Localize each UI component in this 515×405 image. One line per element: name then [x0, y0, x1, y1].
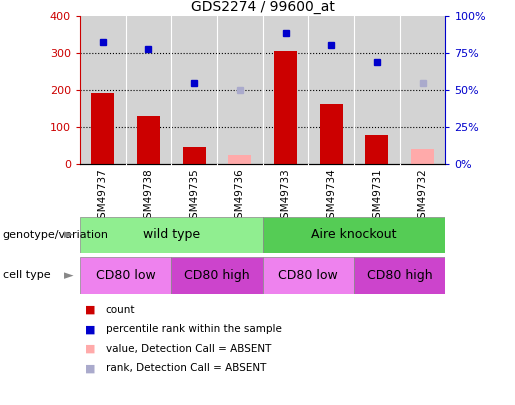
Text: ►: ► [64, 228, 73, 241]
Text: GSM49736: GSM49736 [235, 168, 245, 225]
Bar [228, 155, 251, 164]
Text: rank, Detection Call = ABSENT: rank, Detection Call = ABSENT [106, 363, 266, 373]
Text: ►: ► [64, 269, 73, 282]
Bar [171, 257, 263, 294]
Text: count: count [106, 305, 135, 315]
Text: cell type: cell type [3, 271, 50, 280]
Text: GSM49733: GSM49733 [281, 168, 290, 225]
Text: GSM49737: GSM49737 [98, 168, 108, 225]
Text: Aire knockout: Aire knockout [311, 228, 397, 241]
Text: CD80 low: CD80 low [279, 269, 338, 282]
Bar [411, 149, 434, 164]
Text: GSM49734: GSM49734 [326, 168, 336, 225]
Bar [354, 257, 445, 294]
Text: CD80 low: CD80 low [96, 269, 156, 282]
Text: GSM49732: GSM49732 [418, 168, 427, 225]
Text: CD80 high: CD80 high [184, 269, 250, 282]
Text: GSM49735: GSM49735 [189, 168, 199, 225]
Text: ■: ■ [85, 363, 95, 373]
Text: ■: ■ [85, 305, 95, 315]
Text: percentile rank within the sample: percentile rank within the sample [106, 324, 282, 334]
Bar [320, 104, 342, 164]
Text: ■: ■ [85, 324, 95, 334]
Text: genotype/variation: genotype/variation [3, 230, 109, 240]
Text: GSM49738: GSM49738 [143, 168, 153, 225]
Bar [366, 135, 388, 164]
Text: CD80 high: CD80 high [367, 269, 433, 282]
Title: GDS2274 / 99600_at: GDS2274 / 99600_at [191, 0, 335, 14]
Bar [80, 217, 263, 253]
Bar [137, 116, 160, 164]
Bar [274, 51, 297, 164]
Bar [263, 217, 445, 253]
Text: GSM49731: GSM49731 [372, 168, 382, 225]
Text: value, Detection Call = ABSENT: value, Detection Call = ABSENT [106, 344, 271, 354]
Text: wild type: wild type [143, 228, 200, 241]
Bar [183, 147, 205, 164]
Bar [263, 257, 354, 294]
Text: ■: ■ [85, 344, 95, 354]
Bar [91, 93, 114, 164]
Bar [80, 257, 171, 294]
